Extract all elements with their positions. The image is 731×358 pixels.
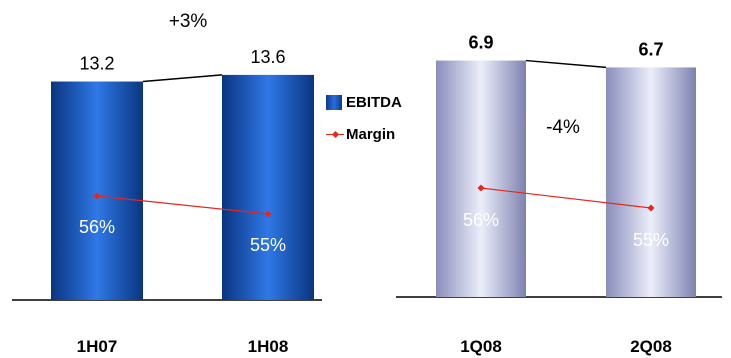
margin-line-h [96,195,269,215]
value-label-1h08: 13.6 [250,47,285,67]
legend-swatch-margin [326,127,344,142]
value-label-2q08: 6.7 [638,39,663,59]
legend-label-margin: Margin [346,125,396,143]
category-label-1q08: 1Q08 [460,337,502,356]
value-label-1q08: 6.9 [468,33,493,53]
bar-ebitda-1h07 [51,81,143,300]
margin-marker-1h08 [264,210,272,218]
category-label-2q08: 2Q08 [630,337,672,356]
category-label-1h08: 1H08 [248,337,289,356]
legend-item-ebitda: EBITDA [326,92,402,112]
margin-line-q [480,187,652,209]
bar-ebitda-1q08 [436,60,526,298]
bar-ebitda-2q08 [606,67,696,297]
bar-ebitda-1h08 [222,74,314,301]
change-connector-q [525,59,607,69]
change-label-q: -4% [546,117,580,138]
change-connector-h [142,74,223,83]
margin-label-1h07: 56% [79,217,115,237]
category-label-1h07: 1H07 [77,337,118,356]
value-label-1h07: 13.2 [79,54,114,74]
legend-label-ebitda: EBITDA [346,93,402,111]
legend-swatch-ebitda [326,94,342,110]
legend: EBITDA Margin [326,92,402,156]
margin-label-1q08: 56% [463,210,499,230]
margin-marker-1q08 [477,184,485,192]
margin-marker-2q08 [647,204,655,212]
legend-item-margin: Margin [326,124,402,144]
margin-label-2q08: 55% [633,230,669,250]
change-label-h: +3% [169,11,208,32]
margin-marker-1h07 [93,192,101,200]
margin-label-1h08: 55% [250,235,286,255]
